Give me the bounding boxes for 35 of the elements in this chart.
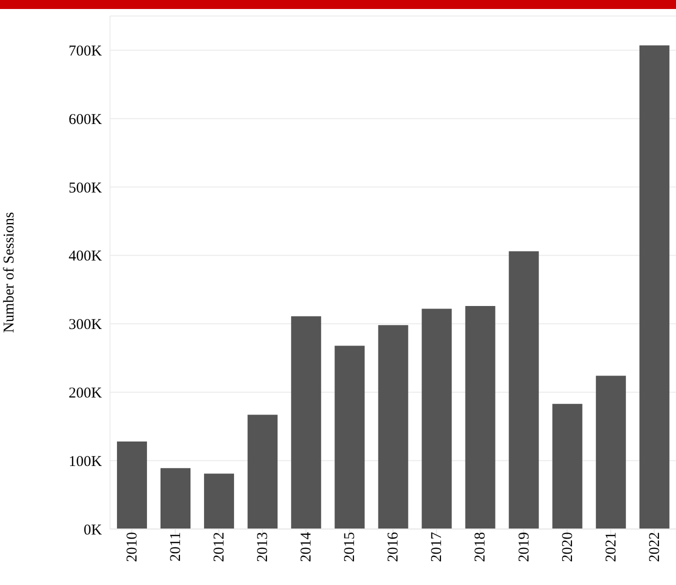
y-tick-label: 0K	[84, 522, 102, 538]
x-tick-label: 2020	[560, 532, 576, 562]
y-tick-label: 200K	[68, 386, 102, 402]
bar	[639, 45, 670, 529]
bar	[596, 376, 626, 529]
bar	[248, 414, 278, 529]
bar	[204, 474, 234, 529]
x-tick-label: 2022	[646, 532, 663, 562]
x-tick-label: 2017	[429, 532, 446, 562]
x-tick-label: 2014	[298, 532, 315, 562]
y-tick-label: 100K	[68, 454, 102, 470]
x-tick-label: 2010	[124, 532, 140, 562]
x-tick-label: 2015	[342, 532, 358, 562]
y-tick-label: 400K	[68, 248, 102, 265]
y-tick-label: 700K	[68, 44, 102, 60]
y-tick-label: 300K	[68, 317, 102, 334]
y-tick-label: 600K	[68, 112, 102, 128]
bar	[552, 404, 582, 529]
bar	[508, 251, 539, 529]
x-tick-label: 2016	[386, 532, 402, 562]
bar	[465, 306, 496, 529]
x-tick-label: 2011	[168, 532, 184, 562]
bar	[116, 441, 147, 529]
bar	[334, 346, 365, 529]
bar	[378, 325, 408, 529]
x-tick-label: 2019	[516, 532, 532, 562]
x-tick-label: 2013	[255, 532, 272, 562]
y-tick-label: 500K	[68, 180, 102, 196]
bar	[160, 468, 191, 529]
bar	[422, 308, 452, 529]
x-tick-label: 2012	[211, 532, 228, 562]
y-axis-title: Number of Sessions	[1, 212, 18, 333]
bar	[291, 316, 322, 529]
x-tick-label: 2021	[603, 532, 620, 562]
x-tick-label: 2018	[472, 532, 489, 562]
